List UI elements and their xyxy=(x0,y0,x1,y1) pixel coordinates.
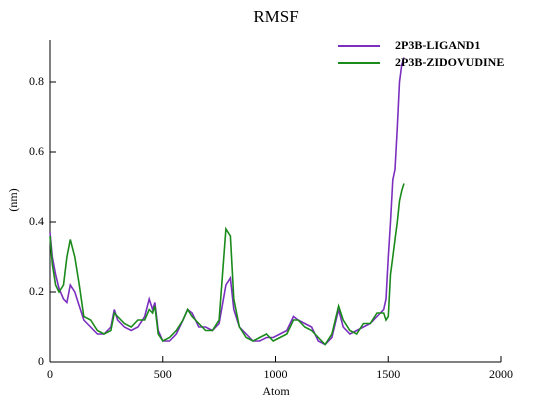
y-axis-label: (nm) xyxy=(6,188,20,211)
legend-label: 2P3B-ZIDOVUDINE xyxy=(395,55,504,69)
x-tick-label: 1000 xyxy=(264,367,288,381)
x-tick-label: 1500 xyxy=(376,367,400,381)
legend-label: 2P3B-LIGAND1 xyxy=(395,38,480,52)
y-tick-label: 0.6 xyxy=(29,144,44,158)
series-line xyxy=(49,57,405,346)
y-tick-label: 0.2 xyxy=(29,284,44,298)
y-tick-label: 0.8 xyxy=(29,74,44,88)
x-tick-label: 2000 xyxy=(489,367,513,381)
x-tick-label: 500 xyxy=(154,367,172,381)
y-tick-label: 0.4 xyxy=(29,214,44,228)
series-line xyxy=(49,183,405,346)
x-tick-label: 0 xyxy=(47,367,53,381)
chart-title: RMSF xyxy=(253,7,298,26)
y-tick-label: 0 xyxy=(38,354,44,368)
x-axis-label: Atom xyxy=(262,384,290,398)
